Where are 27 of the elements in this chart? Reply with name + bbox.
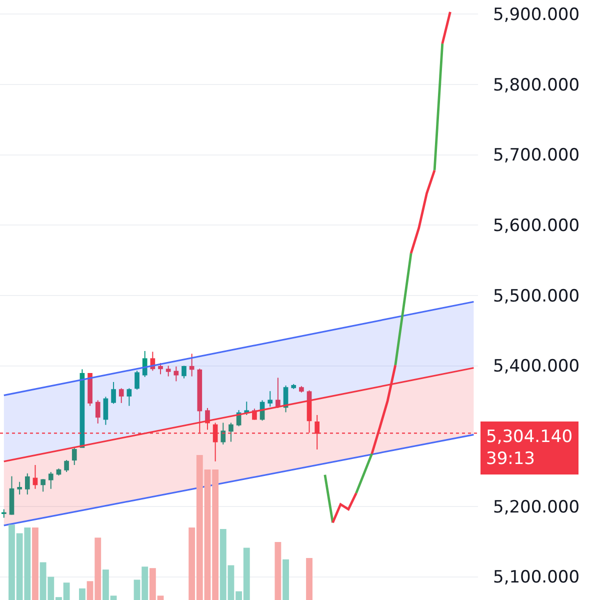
y-tick-label: 5,800.000 bbox=[493, 75, 580, 96]
candlestick bbox=[111, 381, 116, 404]
y-tick-label: 5,200.000 bbox=[493, 497, 580, 518]
line-series bbox=[410, 169, 436, 254]
y-tick-label: 5,400.000 bbox=[493, 356, 580, 377]
candlestick bbox=[299, 386, 304, 393]
candlestick bbox=[268, 390, 273, 408]
ref-line-label: 5,304.140 39:13 bbox=[486, 427, 573, 470]
candlestick bbox=[2, 508, 6, 518]
bar bbox=[274, 542, 282, 600]
candlestick bbox=[291, 384, 296, 390]
line-series bbox=[332, 492, 358, 524]
candlestick bbox=[182, 365, 186, 379]
bar bbox=[306, 558, 312, 600]
y-tick-label: 5,700.000 bbox=[493, 146, 580, 166]
candlestick bbox=[126, 388, 132, 406]
candlestick bbox=[32, 464, 38, 490]
candlestick bbox=[142, 350, 148, 378]
y-tick-label: 5,900.000 bbox=[493, 5, 580, 26]
y-tick-label: 5,600.000 bbox=[493, 216, 580, 236]
bar bbox=[282, 559, 289, 600]
candlestick bbox=[134, 370, 140, 390]
y-tick-label: 5,500.000 bbox=[493, 286, 580, 306]
candlestick bbox=[103, 396, 108, 426]
bar bbox=[79, 588, 86, 600]
y-tick-label: 5,100.000 bbox=[493, 568, 580, 588]
bar bbox=[32, 528, 38, 600]
